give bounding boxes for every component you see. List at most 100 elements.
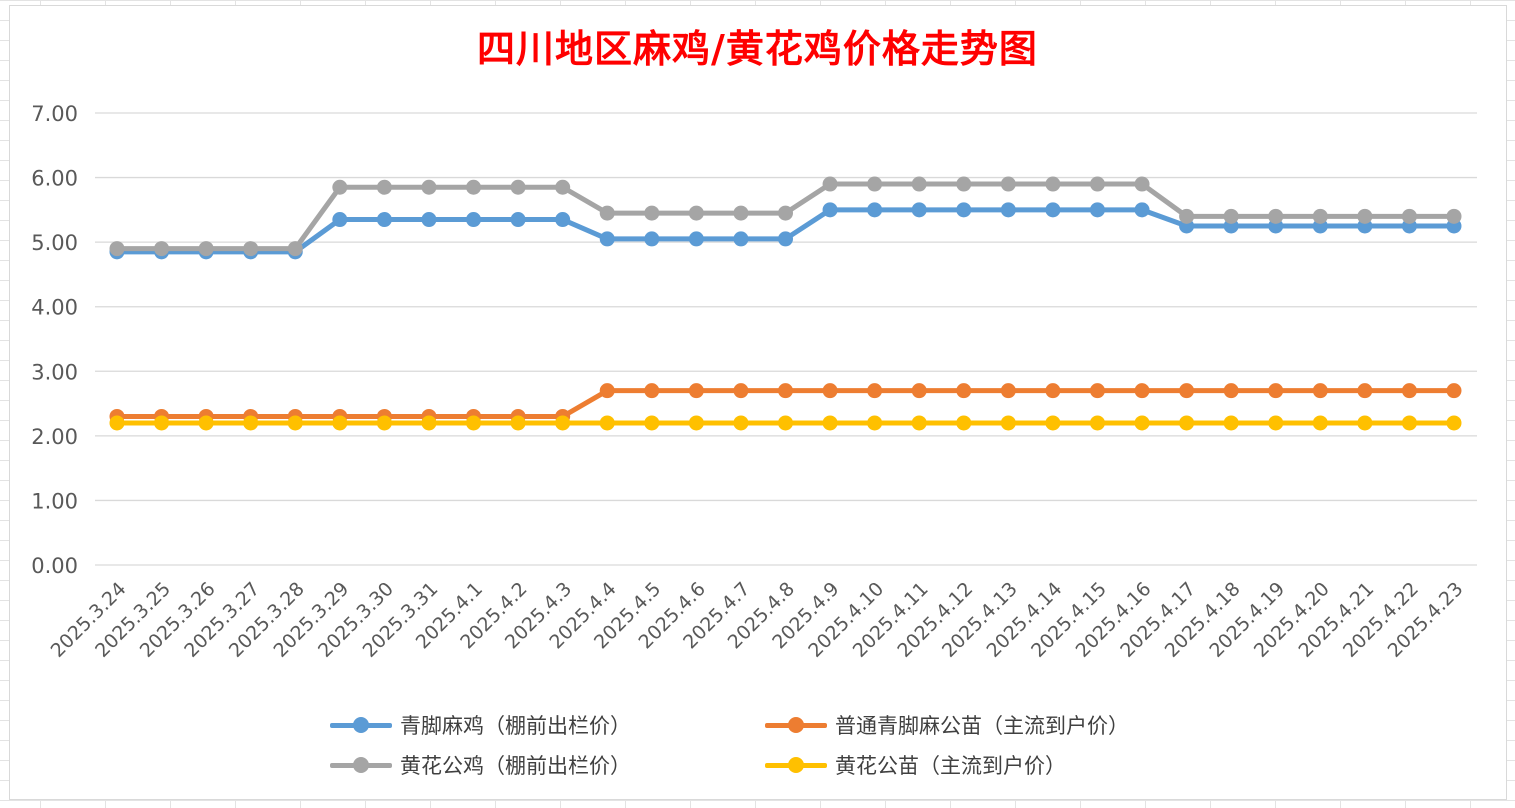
data-point [332,415,348,431]
data-point [555,179,571,195]
y-tick-label: 1.00 [31,489,78,513]
data-point [956,176,972,192]
data-point [421,179,437,195]
data-point [867,202,883,218]
data-point [287,241,303,257]
data-point [510,212,526,228]
data-point [1089,415,1105,431]
data-point [1134,176,1150,192]
data-point [555,212,571,228]
data-point [778,205,793,221]
data-point [1446,415,1462,431]
data-point [911,202,927,218]
y-tick-label: 3.00 [31,360,78,384]
data-point [376,212,392,228]
data-point [867,176,883,192]
data-point [154,241,170,257]
data-point [466,179,482,195]
data-point [644,231,660,247]
y-tick-label: 5.00 [31,231,78,255]
data-point [599,205,615,221]
data-point [778,383,793,399]
data-point [1134,202,1150,218]
data-point [1000,176,1016,192]
chart-legend[interactable]: 青脚麻鸡（棚前出栏价） 普通青脚麻公苗（主流到户价） 黄花公鸡（棚前出栏价） 黄花公苗… [330,705,1230,785]
data-point [1401,415,1417,431]
data-point [109,415,125,431]
y-tick-label: 7.00 [31,102,78,126]
data-point [154,415,170,431]
data-point [956,383,972,399]
data-point [1446,208,1462,224]
y-tick-label: 0.00 [31,554,78,578]
data-point [822,383,838,399]
data-point [1089,202,1105,218]
data-point [1401,208,1417,224]
data-point [733,415,749,431]
legend-swatch-icon [765,715,827,735]
data-point [332,212,348,228]
data-point [822,415,838,431]
data-point [1000,415,1016,431]
data-point [688,415,704,431]
data-point [956,202,972,218]
data-point [1134,383,1150,399]
legend-swatch-icon [765,755,827,775]
data-point [1045,383,1061,399]
data-point [599,231,615,247]
data-point [867,415,883,431]
legend-swatch-icon [330,755,392,775]
legend-item[interactable]: 青脚麻鸡（棚前出栏价） [330,705,631,745]
data-point [688,231,704,247]
data-point [109,241,125,257]
data-point [911,383,927,399]
data-point [1223,208,1239,224]
data-point [332,179,348,195]
data-point [778,415,793,431]
data-point [1268,383,1284,399]
data-point [198,415,214,431]
data-point [733,205,749,221]
data-point [1045,415,1061,431]
legend-label: 青脚麻鸡（棚前出栏价） [400,714,631,738]
data-point [1223,383,1239,399]
data-point [1179,383,1195,399]
legend-item[interactable]: 黄花公苗（主流到户价） [765,745,1066,785]
data-point [421,415,437,431]
data-point [956,415,972,431]
data-point [1179,208,1195,224]
data-point [1179,415,1195,431]
data-point [376,415,392,431]
data-point [466,212,482,228]
data-point [1312,208,1328,224]
legend-item[interactable]: 普通青脚麻公苗（主流到户价） [765,705,1129,745]
y-tick-label: 4.00 [31,296,78,320]
legend-swatch-icon [330,715,392,735]
data-point [599,383,615,399]
legend-item[interactable]: 黄花公鸡（棚前出栏价） [330,745,631,785]
data-point [733,383,749,399]
data-point [421,212,437,228]
data-point [599,415,615,431]
data-point [822,176,838,192]
chart-area[interactable] [9,5,1507,800]
data-point [1089,383,1105,399]
data-point [510,415,526,431]
data-point [911,415,927,431]
data-point [733,231,749,247]
legend-label: 普通青脚麻公苗（主流到户价） [835,714,1129,738]
data-point [688,205,704,221]
data-point [466,415,482,431]
data-point [1357,383,1373,399]
data-point [1401,383,1417,399]
data-point [644,415,660,431]
data-point [911,176,927,192]
data-point [1312,415,1328,431]
data-point [688,383,704,399]
chart-title: 四川地区麻鸡/黄花鸡价格走势图 [477,26,1038,71]
data-point [198,241,214,257]
data-point [555,415,571,431]
data-point [243,415,259,431]
data-point [1312,383,1328,399]
